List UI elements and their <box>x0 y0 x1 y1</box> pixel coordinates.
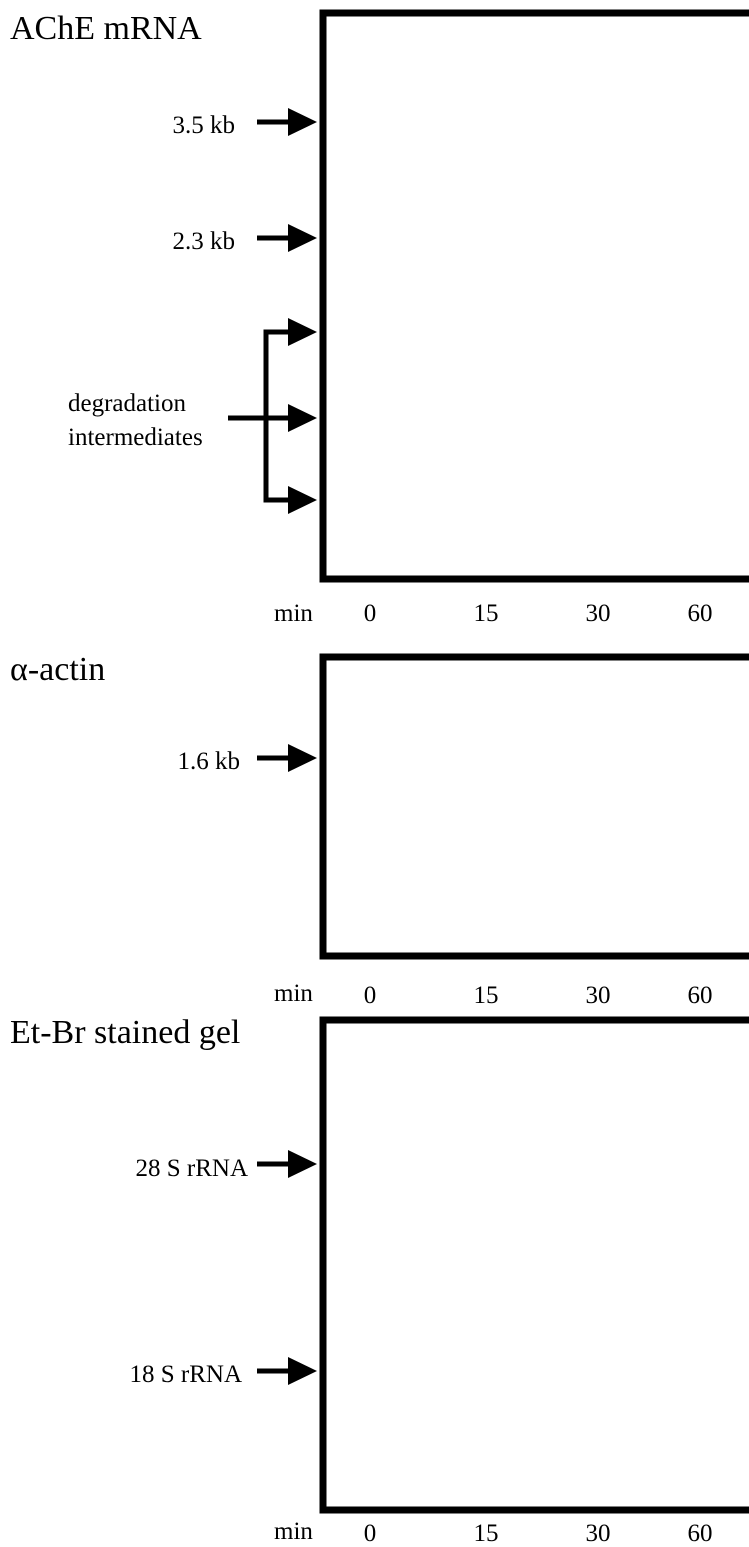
time-axis-actin: min 0 15 30 60 <box>274 980 713 1009</box>
marker-label-18s: 18 S rRNA <box>129 1361 242 1388</box>
time-tick: 0 <box>364 982 377 1009</box>
time-axis-ache: min 0 15 30 60 <box>274 600 713 627</box>
axis-unit-label: min <box>274 1518 313 1545</box>
axis-unit-label: min <box>274 600 313 627</box>
arrow-right-icon <box>288 404 317 432</box>
panel-title-ache: AChE mRNA <box>10 10 202 47</box>
panel-title-actin: α-actin <box>10 651 105 688</box>
marker-28s-rrna: 28 S rRNA <box>135 1150 317 1182</box>
time-tick: 15 <box>474 600 499 627</box>
axis-unit-label: min <box>274 980 313 1007</box>
time-tick: 30 <box>586 600 611 627</box>
time-tick: 60 <box>688 982 713 1009</box>
gel-frame-etbr <box>319 1016 749 1514</box>
panel-alpha-actin: α-actin 1.6 kb min 0 15 30 60 <box>10 651 749 1009</box>
arrow-right-icon <box>288 486 317 514</box>
arrow-right-icon <box>288 108 317 136</box>
marker-label-2-3-kb: 2.3 kb <box>173 228 236 255</box>
marker-18s-rrna: 18 S rRNA <box>129 1357 317 1388</box>
arrow-right-icon <box>288 744 317 772</box>
time-tick: 60 <box>688 1520 713 1547</box>
arrow-right-icon <box>288 224 317 252</box>
arrow-right-icon <box>288 318 317 346</box>
time-tick: 30 <box>586 982 611 1009</box>
arrow-right-icon <box>288 1150 317 1178</box>
time-tick: 60 <box>688 600 713 627</box>
degradation-intermediates-group: degradation intermediates <box>68 318 317 514</box>
marker-label-1-6-kb: 1.6 kb <box>178 748 241 775</box>
blot-frame-ache <box>319 9 749 583</box>
group-label-line2: intermediates <box>68 424 203 451</box>
time-tick: 15 <box>474 1520 499 1547</box>
time-tick: 15 <box>474 982 499 1009</box>
marker-label-3-5-kb: 3.5 kb <box>173 112 236 139</box>
time-tick: 0 <box>364 1520 377 1547</box>
panel-ache-mrna: AChE mRNA 3.5 kb 2.3 kb degradation inte… <box>10 9 749 627</box>
time-tick: 30 <box>586 1520 611 1547</box>
marker-1-6-kb: 1.6 kb <box>178 744 317 775</box>
time-axis-etbr: min 0 15 30 60 <box>274 1518 713 1547</box>
marker-3-5-kb: 3.5 kb <box>173 108 317 139</box>
arrow-right-icon <box>288 1357 317 1385</box>
group-label-line1: degradation <box>68 390 187 417</box>
time-tick: 0 <box>364 600 377 627</box>
blot-frame-actin <box>319 653 749 960</box>
bracket-icon <box>263 329 292 503</box>
panel-title-etbr: Et-Br stained gel <box>10 1014 240 1051</box>
marker-2-3-kb: 2.3 kb <box>173 224 317 255</box>
panel-etbr-gel: Et-Br stained gel 28 S rRNA 18 S rRNA mi… <box>10 1014 749 1547</box>
marker-label-28s: 28 S rRNA <box>135 1155 248 1182</box>
